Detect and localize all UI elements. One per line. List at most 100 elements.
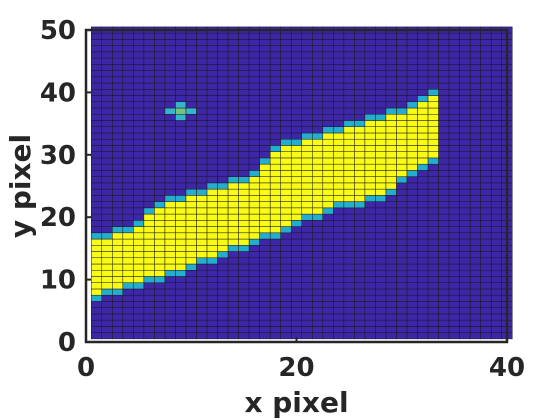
heatmap-cell — [164, 201, 176, 209]
heatmap-cell — [248, 251, 260, 259]
heatmap-cell — [396, 151, 408, 159]
heatmap-cell — [301, 107, 313, 115]
heatmap-cell — [185, 238, 197, 246]
heatmap-cell — [206, 332, 218, 340]
heatmap-cell — [333, 195, 345, 202]
heatmap-cell — [354, 257, 366, 265]
heatmap-cell — [459, 238, 471, 246]
heatmap-cell — [122, 157, 134, 165]
heatmap-cell — [217, 276, 229, 283]
heatmap-cell — [112, 82, 124, 90]
heatmap-cell — [196, 64, 208, 71]
heatmap-cell — [196, 288, 208, 296]
heatmap-cell — [143, 313, 155, 321]
heatmap-cell — [280, 220, 292, 227]
heatmap-cell — [133, 257, 145, 265]
heatmap-cell — [122, 101, 134, 109]
heatmap-cell — [196, 132, 208, 140]
heatmap-cell — [164, 263, 176, 271]
heatmap-cell — [312, 326, 324, 333]
heatmap-cell — [91, 269, 103, 277]
heatmap-cell — [354, 151, 366, 159]
heatmap-cell — [343, 257, 355, 265]
heatmap-cell — [238, 132, 250, 140]
heatmap-cell — [385, 263, 397, 271]
heatmap-cell — [333, 51, 345, 59]
heatmap-cell — [164, 319, 176, 327]
heatmap-cell — [248, 132, 260, 140]
heatmap-cell — [375, 263, 387, 271]
heatmap-cell — [175, 182, 187, 190]
heatmap-cell — [396, 201, 408, 209]
heatmap-cell — [459, 282, 471, 290]
heatmap-cell — [385, 89, 397, 96]
heatmap-cell — [333, 294, 345, 302]
heatmap-cell — [343, 195, 355, 202]
heatmap-cell — [280, 138, 292, 146]
heatmap-cell — [459, 138, 471, 146]
heatmap-cell — [259, 332, 271, 340]
heatmap-cell — [196, 232, 208, 240]
heatmap-cell — [143, 195, 155, 202]
heatmap-cell — [301, 282, 313, 290]
heatmap-cell — [227, 319, 239, 327]
heatmap-cell — [238, 145, 250, 152]
heatmap-cell — [248, 269, 260, 277]
heatmap-cell — [427, 232, 439, 240]
heatmap-cell — [459, 82, 471, 90]
heatmap-cell — [154, 326, 166, 333]
heatmap-cell — [396, 319, 408, 327]
heatmap-cell — [301, 170, 313, 177]
heatmap-cell — [248, 101, 260, 109]
heatmap-cell — [290, 301, 303, 308]
heatmap-cell — [490, 132, 502, 140]
heatmap-cell — [438, 39, 450, 46]
heatmap-cell — [312, 64, 324, 71]
heatmap-cell — [396, 307, 408, 315]
heatmap-cell — [396, 163, 408, 171]
heatmap-cell — [217, 176, 229, 184]
heatmap-cell — [375, 157, 387, 165]
heatmap-cell — [364, 126, 376, 134]
heatmap-cell — [427, 188, 439, 196]
heatmap-cell — [217, 101, 229, 109]
heatmap-cell — [164, 288, 176, 296]
heatmap-cell — [333, 163, 345, 171]
heatmap-cell — [290, 269, 303, 277]
heatmap-cell — [490, 301, 502, 308]
heatmap-cell — [459, 201, 471, 209]
heatmap-cell — [459, 313, 471, 321]
heatmap-cell — [459, 251, 471, 259]
heatmap-cell — [206, 276, 218, 283]
heatmap-cell — [354, 51, 366, 59]
heatmap-cell — [227, 220, 239, 227]
heatmap-cell — [154, 76, 166, 84]
heatmap-cell — [427, 32, 439, 40]
heatmap-cell — [490, 76, 502, 84]
heatmap-cell — [185, 132, 197, 140]
heatmap-cell — [385, 226, 397, 234]
heatmap-cell — [175, 113, 187, 121]
heatmap-cell — [438, 51, 450, 59]
heatmap-cell — [396, 113, 408, 121]
heatmap-cell — [301, 101, 313, 109]
heatmap-cell — [290, 232, 303, 240]
heatmap-cell — [322, 45, 334, 53]
heatmap-cell — [490, 157, 502, 165]
heatmap-cell — [112, 45, 124, 53]
heatmap-cell — [290, 226, 303, 234]
heatmap-cell — [343, 157, 355, 165]
heatmap-cell — [133, 107, 145, 115]
heatmap-cell — [364, 51, 376, 59]
heatmap-cell — [480, 32, 492, 40]
heatmap-cell — [322, 226, 334, 234]
heatmap-cell — [459, 263, 471, 271]
heatmap-cell — [459, 213, 471, 221]
heatmap-cell — [469, 257, 481, 265]
heatmap-cell — [164, 188, 176, 196]
heatmap-cell — [448, 64, 460, 71]
heatmap-cell — [312, 113, 324, 121]
heatmap-cell — [217, 132, 229, 140]
heatmap-cell — [227, 276, 239, 283]
heatmap-cell — [280, 276, 292, 283]
